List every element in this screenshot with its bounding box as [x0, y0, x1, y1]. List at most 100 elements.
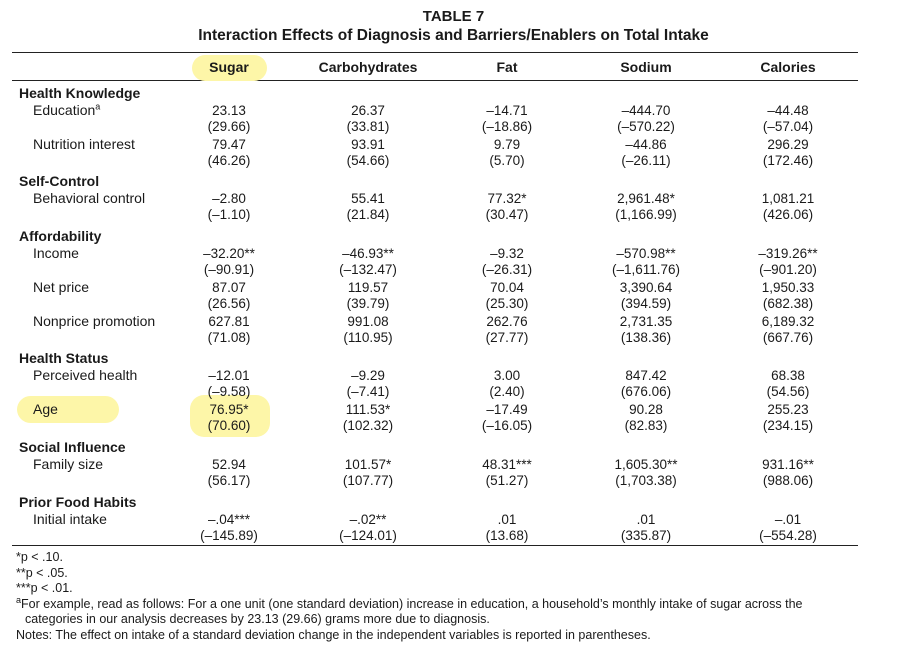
std-effect-cell: (33.81): [346, 119, 390, 134]
std-effect-cell: (667.76): [762, 330, 814, 345]
coefficient-cell: .01: [636, 512, 656, 527]
std-effect-cell: (82.83): [624, 418, 668, 433]
column-header-sugar: Sugar: [209, 59, 249, 75]
column-header-fat: Fat: [496, 59, 518, 75]
coefficient-cell: 93.91: [351, 137, 385, 152]
coefficient-cell: –319.26**: [758, 246, 818, 261]
coefficient-cell: 847.42: [625, 368, 667, 383]
row-label: Family size: [33, 456, 103, 472]
coefficient-cell: 76.95*: [209, 402, 249, 417]
coefficient-cell: 87.07: [212, 280, 246, 295]
coefficient-cell: 55.41: [351, 191, 385, 206]
coefficient-cell: 68.38: [771, 368, 805, 383]
coefficient-cell: –570.98**: [616, 246, 676, 261]
std-effect-cell: (335.87): [620, 528, 672, 543]
row-label-text: Perceived health: [33, 367, 138, 383]
top-rule: [12, 52, 858, 53]
coefficient-cell: –.04***: [207, 512, 251, 527]
coefficient-cell: 79.47: [212, 137, 246, 152]
coefficient-cell: 2,961.48*: [617, 191, 675, 206]
coefficient-cell: 3.00: [493, 368, 521, 383]
std-effect-cell: (–570.22): [617, 119, 675, 134]
row-label: Educationa: [33, 102, 100, 118]
note-p01: ***p < .01.: [16, 581, 73, 596]
coefficient-cell: –.02**: [349, 512, 387, 527]
row-label: Net price: [33, 279, 89, 295]
coefficient-cell: –46.93**: [342, 246, 394, 261]
std-effect-cell: (172.46): [762, 153, 814, 168]
coefficient-cell: –2.80: [212, 191, 246, 206]
table-subtitle: Interaction Effects of Diagnosis and Bar…: [198, 27, 709, 44]
coefficient-cell: –9.32: [490, 246, 524, 261]
row-label: Perceived health: [33, 367, 137, 383]
section-heading: Health Knowledge: [19, 85, 141, 101]
table-notes: *p < .10. **p < .05. ***p < .01. aFor ex…: [16, 550, 876, 644]
column-header-calories: Calories: [760, 59, 816, 75]
bottom-rule: [12, 545, 858, 546]
coefficient-cell: –44.48: [767, 103, 809, 118]
row-label-text: Income: [33, 245, 79, 261]
highlight-age-sugar: [190, 395, 270, 437]
std-effect-cell: (39.79): [346, 296, 390, 311]
note-p05: **p < .05.: [16, 565, 68, 580]
coefficient-cell: 296.29: [767, 137, 809, 152]
std-effect-cell: (–18.86): [481, 119, 533, 134]
coefficient-cell: –32.20**: [203, 246, 255, 261]
coefficient-cell: 90.28: [629, 402, 663, 417]
row-label-text: Family size: [33, 456, 104, 472]
header-rule: [12, 80, 858, 81]
std-effect-cell: (26.56): [207, 296, 251, 311]
std-effect-cell: (–9.58): [207, 384, 251, 399]
std-effect-cell: (138.36): [620, 330, 672, 345]
std-effect-cell: (56.17): [207, 473, 251, 488]
std-effect-cell: (30.47): [485, 207, 529, 222]
std-effect-cell: (70.60): [207, 418, 251, 433]
coefficient-cell: 26.37: [351, 103, 385, 118]
coefficient-cell: 70.04: [490, 280, 524, 295]
std-effect-cell: (–57.04): [762, 119, 814, 134]
section-heading: Social Influence: [19, 439, 126, 455]
row-label: Age: [33, 401, 58, 417]
coefficient-cell: –.01: [774, 512, 802, 527]
coefficient-cell: 77.32*: [487, 191, 527, 206]
coefficient-cell: 119.57: [347, 280, 389, 295]
footnote-a-line2: categories in our analysis decreases by …: [25, 612, 490, 627]
coefficient-cell: 991.08: [347, 314, 389, 329]
std-effect-cell: (1,166.99): [615, 207, 677, 222]
std-effect-cell: (–132.47): [339, 262, 397, 277]
std-effect-cell: (21.84): [346, 207, 390, 222]
std-effect-cell: (5.70): [489, 153, 525, 168]
row-label-text: Net price: [33, 279, 90, 295]
std-effect-cell: (–1,611.76): [611, 262, 681, 277]
std-effect-cell: (54.56): [766, 384, 810, 399]
coefficient-cell: 101.57*: [344, 457, 392, 472]
footnote-a-marker: a: [16, 594, 22, 605]
note-footnote-a: aFor example, read as follows: For a one…: [16, 594, 876, 613]
std-effect-cell: (–7.41): [346, 384, 390, 399]
highlight-sugar-header: [192, 55, 267, 81]
coefficient-cell: 2,731.35: [619, 314, 673, 329]
row-label-text: Nutrition interest: [33, 136, 135, 152]
coefficient-cell: 1,605.30**: [614, 457, 678, 472]
std-effect-cell: (71.08): [207, 330, 251, 345]
row-label-text: Nonprice promotion: [33, 313, 156, 329]
std-effect-cell: (988.06): [762, 473, 814, 488]
row-label-text: Education: [33, 102, 96, 118]
coefficient-cell: 262.76: [486, 314, 528, 329]
row-label: Nonprice promotion: [33, 313, 155, 329]
coefficient-cell: 3,390.64: [619, 280, 673, 295]
column-header-carbohydrates: Carbohydrates: [318, 59, 418, 75]
std-effect-cell: (110.95): [343, 330, 393, 345]
std-effect-cell: (51.27): [485, 473, 529, 488]
coefficient-cell: 627.81: [208, 314, 250, 329]
std-effect-cell: (102.32): [342, 418, 394, 433]
coefficient-cell: –17.49: [486, 402, 528, 417]
row-label: Income: [33, 245, 79, 261]
coefficient-cell: 931.16**: [762, 457, 814, 472]
std-effect-cell: (426.06): [762, 207, 814, 222]
note-p10: *p < .10.: [16, 550, 63, 564]
std-effect-cell: (13.68): [485, 528, 529, 543]
coefficient-cell: –14.71: [486, 103, 528, 118]
coefficient-cell: –9.29: [351, 368, 385, 383]
section-heading: Self-Control: [19, 173, 100, 189]
